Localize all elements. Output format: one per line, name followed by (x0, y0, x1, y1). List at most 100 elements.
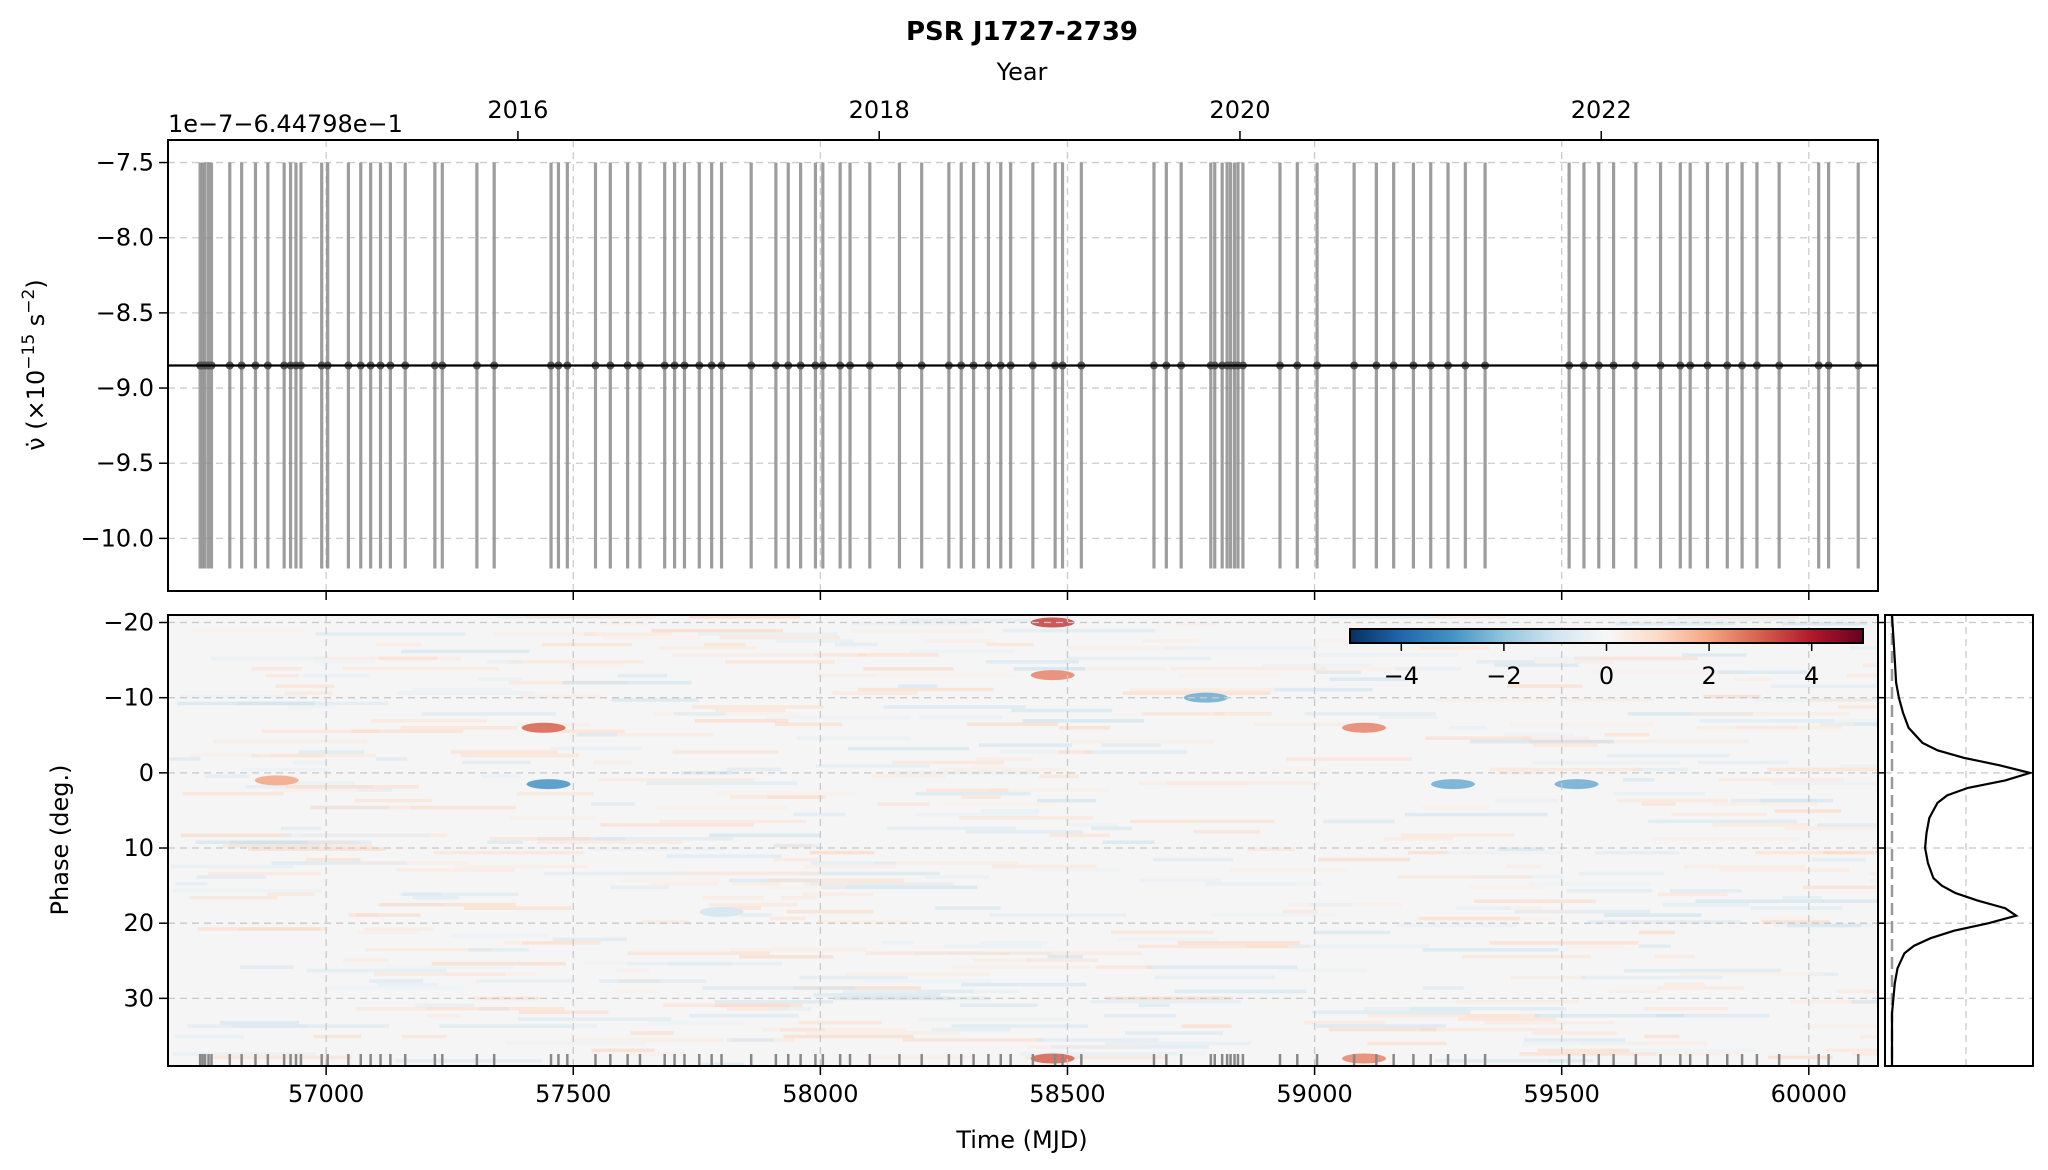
heatmap-cell (1661, 618, 1797, 622)
heatmap-cell (313, 1034, 361, 1039)
heatmap-cell (1101, 743, 1161, 747)
heatmap-cell (180, 694, 307, 699)
heatmap-cell (1695, 899, 1824, 903)
heatmap-cell (355, 913, 421, 917)
heatmap-cell (926, 788, 1009, 792)
heatmap-cell (1105, 1041, 1252, 1046)
heatmap-cell (251, 753, 326, 758)
pulse-profile-line (1890, 615, 2033, 1066)
heatmap-cell (275, 684, 335, 688)
heatmap-cell (1047, 1052, 1206, 1056)
heatmap-cell (402, 892, 519, 897)
heatmap-cell (799, 871, 940, 876)
heatmap-cell (599, 979, 707, 983)
heatmap-cell (213, 739, 368, 744)
heatmap-cell (1852, 1052, 1878, 1056)
heatmap-cell (180, 833, 292, 838)
heatmap-cell (1457, 1017, 1556, 1021)
heatmap-cell (1770, 684, 1878, 688)
heatmap-cell (232, 1024, 389, 1028)
heatmap-cell (1622, 778, 1655, 782)
heatmap-cell (175, 882, 208, 886)
heatmap-cell (773, 857, 819, 862)
heatmap-cell (817, 920, 912, 924)
heatmap-cell (1761, 920, 1830, 924)
heatmap-cell (1680, 972, 1824, 976)
year-tick-label: 2018 (849, 96, 910, 124)
heatmap-cell (786, 909, 874, 914)
heatmap-cell (1860, 1034, 1878, 1039)
heatmap-cell (1681, 653, 1747, 657)
heatmap-cell (1638, 944, 1671, 949)
heatmap-cell (732, 882, 780, 886)
heatmap-cell (1022, 719, 1144, 723)
heatmap-cell (725, 660, 835, 664)
heatmap-cell (881, 941, 914, 945)
heatmap-cell (211, 1055, 352, 1060)
x-tick-label: 59000 (1276, 1080, 1352, 1108)
heatmap-cell (272, 788, 386, 792)
heatmap-cell (1643, 1007, 1728, 1011)
heatmap-cell (909, 649, 1015, 654)
heatmap-cell (620, 878, 722, 883)
heatmap-cell (1718, 778, 1844, 782)
heatmap-cell (527, 729, 625, 733)
heatmap-cell (475, 979, 574, 983)
heatmap-cell (1784, 826, 1878, 831)
colorbar-gradient (1349, 628, 1864, 644)
heatmap-cell (1641, 802, 1676, 806)
heatmap-cell (849, 996, 990, 1001)
heatmap-cell (1419, 646, 1489, 650)
heatmap-cell (960, 795, 1001, 799)
heatmap-cell (583, 961, 628, 966)
heatmap-cell (401, 649, 530, 654)
heatmap-cell (177, 701, 315, 706)
timeseries-frame (167, 139, 1879, 592)
heatmap-cell (309, 805, 410, 810)
heatmap-cell (934, 906, 1001, 910)
heatmap-cell (796, 736, 912, 740)
heatmap-cell (1102, 840, 1155, 844)
heatmap-cell (348, 913, 379, 917)
heatmap-cell (1049, 833, 1110, 838)
heatmap-cell (1703, 694, 1761, 699)
heatmap-cell (1425, 736, 1532, 740)
heatmap-cell (951, 965, 1090, 969)
timeseries-x-ticks (325, 591, 1810, 600)
heatmap-cell (892, 760, 1004, 765)
heatmap-cell (1506, 864, 1542, 869)
heatmap-cell (1304, 712, 1436, 716)
heatmap-cell (521, 941, 601, 945)
heatmap-cell (1503, 906, 1542, 910)
heatmap-cell (1032, 868, 1121, 872)
heatmap-cell (1318, 857, 1410, 862)
heatmap-cell (1091, 826, 1133, 831)
heatmap-cell (576, 732, 617, 737)
heatmap-cell (1013, 667, 1086, 671)
heatmap-cell (726, 1007, 788, 1011)
heatmap-cell (1489, 767, 1643, 772)
heatmap-cell (1153, 857, 1234, 862)
heatmap-cell (1690, 712, 1849, 716)
heatmap-cell (944, 802, 1055, 806)
heatmap-cell (583, 632, 672, 636)
offset-text: 1e−7−6.44798e−1 (168, 110, 403, 138)
heatmap-cell (792, 986, 922, 990)
heatmap-cell (708, 902, 798, 907)
heatmap-cell (1823, 850, 1878, 855)
heatmap-cell (1863, 989, 1878, 994)
heatmap-cell (1212, 913, 1336, 917)
heatmap-cell (508, 660, 645, 664)
heatmap-cell (1308, 902, 1352, 907)
heatmap-cell (775, 722, 843, 727)
heatmap-cell (1395, 667, 1462, 671)
heatmap-cell (303, 673, 369, 678)
heatmap-cell (427, 1013, 462, 1018)
heatmap-cell (1456, 1000, 1579, 1004)
heatmap-cell (1532, 1031, 1618, 1035)
heatmap-cell (1419, 1027, 1563, 1032)
heatmap-cell (938, 767, 1065, 772)
heatmap-cell (863, 667, 954, 671)
heatmap-cell (1090, 1000, 1241, 1004)
heatmap-cell (1808, 698, 1878, 702)
